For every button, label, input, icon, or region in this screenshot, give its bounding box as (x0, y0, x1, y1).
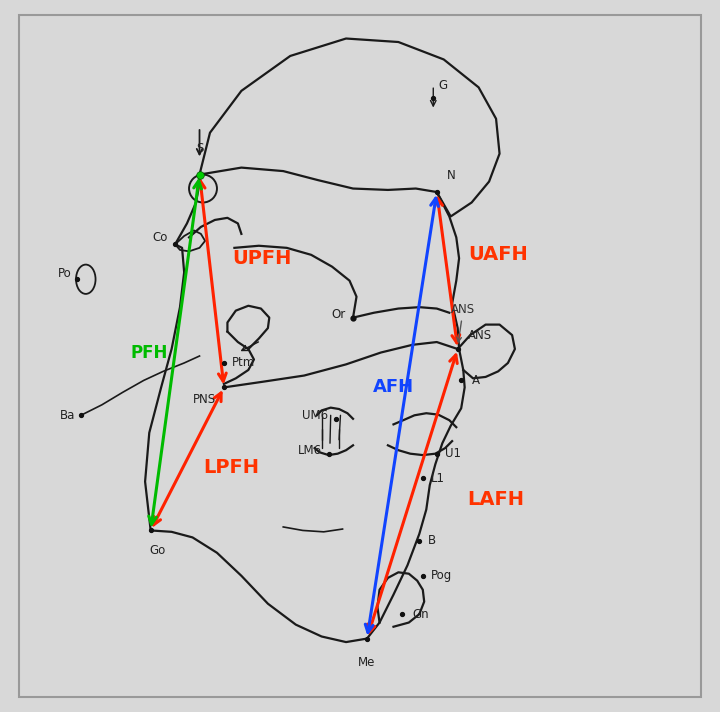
Text: PNS: PNS (192, 393, 215, 406)
Text: S: S (196, 142, 203, 155)
Text: A: A (472, 374, 480, 387)
Text: PFH: PFH (130, 343, 168, 362)
Text: Co: Co (153, 231, 168, 244)
Text: UAFH: UAFH (468, 246, 528, 264)
Text: Po: Po (58, 267, 72, 280)
Text: Go: Go (150, 545, 166, 557)
Text: LPFH: LPFH (203, 458, 259, 477)
Text: Ptm: Ptm (233, 357, 256, 370)
Text: Pog: Pog (431, 570, 452, 582)
Text: ANS: ANS (451, 303, 475, 342)
Text: Gn: Gn (413, 607, 429, 621)
Text: AFH: AFH (373, 378, 414, 397)
Text: Me: Me (359, 656, 376, 669)
Text: Or: Or (332, 308, 346, 320)
Text: G: G (439, 79, 448, 93)
Text: LM6: LM6 (297, 444, 322, 456)
Text: ANS: ANS (468, 329, 492, 342)
Text: U1: U1 (445, 447, 461, 460)
Text: LAFH: LAFH (467, 490, 525, 508)
Text: B: B (428, 535, 436, 548)
Text: UPFH: UPFH (233, 248, 292, 268)
Text: UM6: UM6 (302, 409, 328, 422)
Text: N: N (447, 169, 456, 182)
Text: Ba: Ba (60, 409, 76, 422)
Text: L1: L1 (431, 471, 445, 485)
